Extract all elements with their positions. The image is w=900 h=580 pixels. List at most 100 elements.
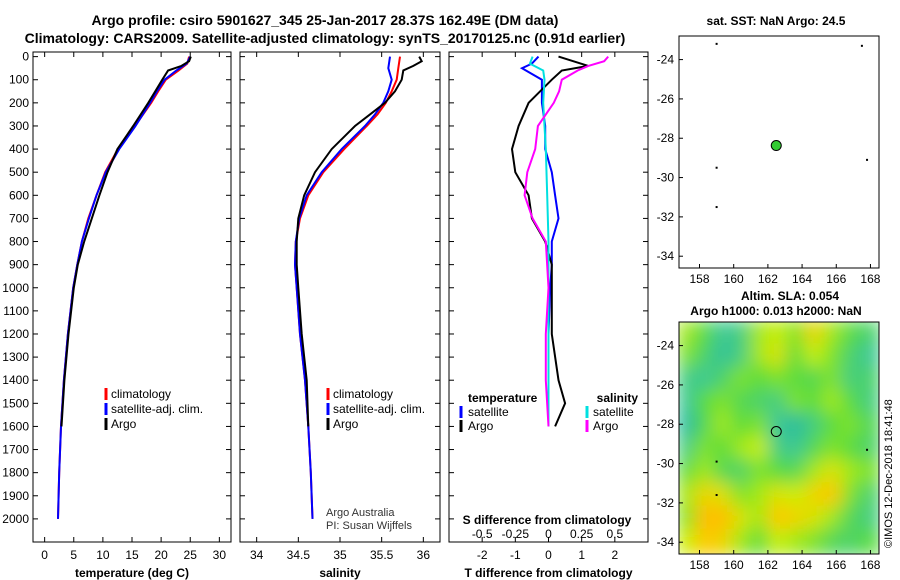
x-axis-label: temperature (deg C) (75, 566, 189, 580)
heatmap-cell (713, 482, 736, 510)
heatmap-cell (840, 528, 863, 554)
legend-label: satellite-adj. clim. (333, 402, 425, 416)
legend-label: satellite (593, 405, 634, 419)
heatmap-cell (713, 412, 736, 440)
depth-tick-label: 1200 (2, 327, 29, 341)
heatmap-cell (713, 322, 736, 348)
heatmap-cell (840, 482, 863, 510)
heatmap-cell (767, 343, 791, 371)
heatmap-cell (767, 366, 791, 394)
data-dot (866, 448, 869, 451)
heatmap-cell (679, 505, 700, 533)
heatmap-cell (713, 459, 736, 487)
heatmap-cell (731, 459, 754, 487)
map-y-tick-label: -24 (657, 53, 675, 67)
heatmap-cell (767, 505, 791, 533)
credit-label: PI: Susan Wijffels (326, 520, 412, 532)
s-tick-label: -0.5 (472, 527, 493, 541)
map-y-tick-label: -30 (657, 457, 675, 471)
depth-tick-label: 900 (9, 258, 29, 272)
heatmap-cell (786, 482, 809, 510)
heatmap-cell (804, 343, 827, 371)
sst-map-title: sat. SST: NaN Argo: 24.5 (707, 14, 846, 28)
heatmap-cell (822, 343, 845, 371)
depth-tick-label: 1000 (2, 281, 29, 295)
depth-tick-label: 1600 (2, 419, 29, 433)
map-x-tick-label: 166 (826, 272, 846, 286)
x-tick-label: -1 (510, 548, 521, 562)
heatmap-cell (749, 343, 772, 371)
legend-label: satellite-adj. clim. (111, 402, 203, 416)
altimetry-map-panel: 158 160 162 164 166 168 -24 -26 -28 -30 -32 -34 Alti… (657, 289, 881, 572)
heatmap-cell (679, 322, 700, 348)
heatmap-cell (840, 366, 863, 394)
heatmap-cell (749, 505, 772, 533)
heatmap-cell (695, 459, 718, 487)
heatmap-cell (749, 482, 772, 510)
depth-tick-label: 600 (9, 188, 29, 202)
legend-label: climatology (111, 387, 171, 401)
heatmap-cell (840, 389, 863, 417)
map-y-tick-label: -30 (657, 171, 675, 185)
map-y-tick-label: -26 (657, 378, 675, 392)
heatmap-cells (679, 322, 879, 554)
legend-label: Argo (111, 417, 137, 431)
diff-sal-argo-line (523, 55, 609, 427)
heatmap-cell (858, 389, 879, 417)
heatmap-cell (822, 412, 845, 440)
heatmap-cell (679, 343, 700, 371)
heatmap-cell (695, 412, 718, 440)
figure-title-line2: Climatology: CARS2009. Satellite-adjuste… (24, 30, 626, 46)
heatmap-cell (804, 459, 827, 487)
altimetry-title-2: Argo h1000: 0.013 h2000: NaN (690, 304, 861, 318)
map-y-tick-label: -32 (657, 210, 675, 224)
heatmap-cell (822, 505, 845, 533)
heatmap-cell (840, 459, 863, 487)
heatmap-cell (713, 528, 736, 554)
heatmap-cell (713, 505, 736, 533)
map-x-tick-label: 160 (724, 558, 744, 572)
difference-panel: -2 -1 0 1 2 T difference from climatology temp… (448, 51, 649, 580)
map-x-tick-label: 158 (689, 558, 709, 572)
salinity-argo-line (295, 56, 424, 427)
heatmap-cell (822, 389, 845, 417)
heatmap-cell (858, 322, 879, 348)
heatmap-cell (858, 436, 879, 464)
map-y-tick-label: -34 (657, 535, 675, 549)
heatmap-cell (804, 389, 827, 417)
map-x-tick-label: 164 (792, 558, 812, 572)
heatmap-cell (822, 482, 845, 510)
heatmap-cell (858, 482, 879, 510)
heatmap-cell (695, 505, 718, 533)
heatmap-cell (804, 366, 827, 394)
x-tick-label: 15 (125, 548, 139, 562)
depth-tick-label: 1900 (2, 489, 29, 503)
x-tick-label: 35.5 (370, 548, 394, 562)
x-axis-label: salinity (319, 566, 361, 580)
plot-frame (239, 51, 441, 543)
x-tick-label: 34 (250, 548, 264, 562)
heatmap-blur (679, 322, 879, 554)
s-axis-label: S difference from climatology (463, 513, 632, 527)
x-tick-label: 34.5 (287, 548, 311, 562)
heatmap-cell (804, 528, 827, 554)
credit-label: Argo Australia (326, 507, 395, 519)
depth-tick-label: 1500 (2, 396, 29, 410)
heatmap-cell (731, 343, 754, 371)
figure-title-line1: Argo profile: csiro 5901627_345 25-Jan-2… (91, 12, 559, 28)
map-y-tick-label: -32 (657, 496, 675, 510)
legend-label: Argo (333, 417, 359, 431)
x-tick-label: 20 (154, 548, 168, 562)
heatmap-cell (695, 482, 718, 510)
heatmap-cell (695, 322, 718, 348)
heatmap-cell (840, 343, 863, 371)
heatmap-cell (858, 366, 879, 394)
depth-tick-label: 100 (9, 73, 29, 87)
map-y-tick-label: -28 (657, 417, 675, 431)
heatmap-cell (804, 436, 827, 464)
heatmap-cell (679, 366, 700, 394)
heatmap-cell (858, 412, 879, 440)
heatmap-cell (858, 505, 879, 533)
map-x-tick-label: 158 (689, 272, 709, 286)
heatmap-cell (713, 366, 736, 394)
